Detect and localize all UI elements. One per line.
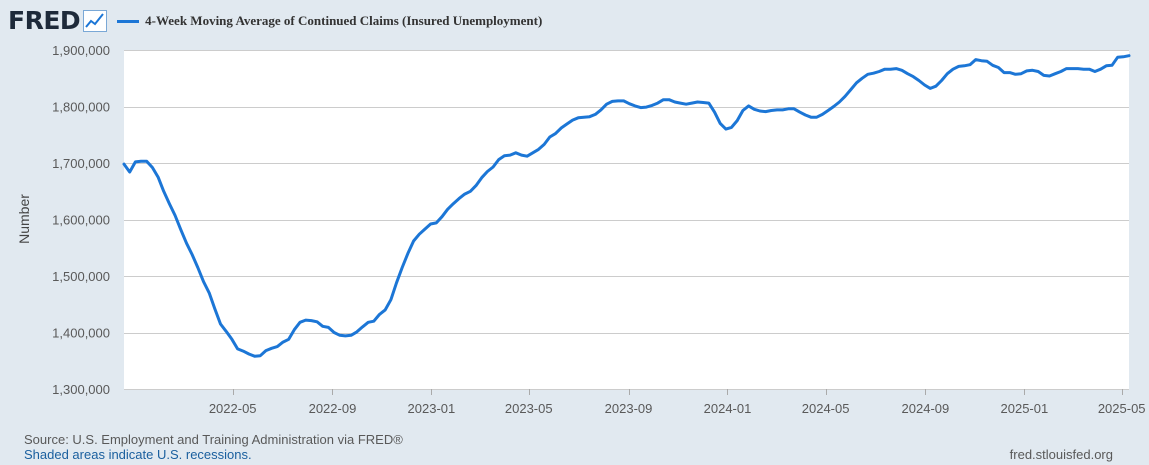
fred-logo[interactable]: FRED [8,6,81,35]
x-tick-label: 2025-01 [1001,401,1049,416]
y-tick-label: 1,700,000 [52,156,110,171]
source-text: Source: U.S. Employment and Training Adm… [24,432,403,447]
legend-swatch [117,19,140,23]
chart-legend: 4-Week Moving Average of Continued Claim… [117,13,542,29]
line-chart-icon [83,10,108,32]
legend-label: 4-Week Moving Average of Continued Claim… [145,13,543,28]
y-tick-label: 1,800,000 [52,100,110,115]
source-note: Source: U.S. Employment and Training Adm… [24,432,403,462]
y-tick-label: 1,300,000 [52,382,110,397]
x-tick-label: 2023-01 [408,401,456,416]
x-tick-label: 2024-09 [902,401,950,416]
y-tick-label: 1,500,000 [52,269,110,284]
x-tick-label: 2022-09 [309,401,357,416]
fred-url[interactable]: fred.stlouisfed.org [1009,447,1113,462]
x-tick-label: 2022-05 [209,401,257,416]
y-axis-ticks: 1,300,000 1,400,000 1,500,000 1,600,000 1,70… [52,43,110,397]
recessions-note[interactable]: Shaded areas indicate U.S. recessions. [24,447,252,462]
x-tick-label: 2025-05 [1098,401,1146,416]
series-line [122,54,1131,358]
y-tick-label: 1,600,000 [52,213,110,228]
y-axis-label: Number [16,194,32,244]
y-tick-label: 1,400,000 [52,326,110,341]
chart-header: FRED 4-Week Moving Average of Continued … [8,6,542,36]
x-axis-ticks: 2022-05 2022-09 2023-01 2023-05 2023-09 2024-… [209,389,1146,416]
x-tick-label: 2024-01 [704,401,752,416]
y-tick-label: 1,900,000 [52,43,110,58]
x-tick-label: 2024-05 [802,401,850,416]
x-tick-label: 2023-05 [505,401,553,416]
x-tick-label: 2023-09 [605,401,653,416]
